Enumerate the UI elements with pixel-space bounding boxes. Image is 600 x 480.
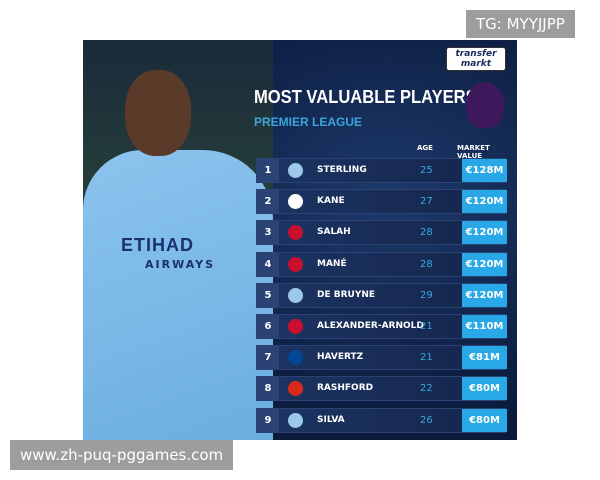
poster-title: MOST VALUABLE PLAYERS xyxy=(254,87,477,107)
player-photo: ETIHAD AIRWAYS xyxy=(83,40,273,440)
player-row: 9 SILVA 26 €80M xyxy=(256,407,507,433)
watermark-bottom: www.zh-puq-pggames.com xyxy=(10,440,234,470)
player-name: RASHFORD xyxy=(317,383,374,394)
premier-league-lion-icon xyxy=(466,82,504,128)
player-name: MANÉ xyxy=(317,258,347,269)
poster: ETIHAD AIRWAYS transfer markt MOST VALUAB… xyxy=(83,40,517,440)
player-age: 29 xyxy=(420,289,433,301)
shirt-sponsor-2: AIRWAYS xyxy=(145,258,216,271)
player-name: ALEXANDER-ARNOLD xyxy=(317,321,424,331)
player-row: 2 KANE 27 €120M xyxy=(256,189,507,215)
rank: 2 xyxy=(257,190,279,214)
player-age: 22 xyxy=(420,383,433,395)
liverpool-badge-icon xyxy=(288,225,303,241)
player-row: 3 SALAH 28 €120M xyxy=(256,220,507,246)
man-city-badge-icon xyxy=(288,287,303,303)
rank: 8 xyxy=(257,377,279,401)
poster-subtitle: PREMIER LEAGUE xyxy=(254,115,363,129)
tottenham-badge-icon xyxy=(288,194,303,210)
man-city-badge-icon xyxy=(288,163,303,178)
player-name: STERLING xyxy=(317,165,367,175)
player-age: 25 xyxy=(420,165,433,176)
player-row: 8 RASHFORD 22 €80M xyxy=(256,376,507,402)
rank: 3 xyxy=(257,221,279,245)
market-value: €80M xyxy=(462,377,507,401)
man-united-badge-icon xyxy=(288,381,303,397)
player-head xyxy=(125,70,191,156)
player-age: 28 xyxy=(420,258,433,270)
rank: 5 xyxy=(257,283,279,307)
player-row: 7 HAVERTZ 21 €81M xyxy=(256,345,507,371)
player-age: 26 xyxy=(420,414,433,426)
player-age: 21 xyxy=(420,321,433,332)
player-age: 28 xyxy=(420,227,433,239)
player-name: DE BRUYNE xyxy=(317,289,376,300)
player-age: 27 xyxy=(420,196,433,208)
player-name: KANE xyxy=(317,196,345,207)
market-value: €120M xyxy=(462,190,507,214)
shirt xyxy=(83,150,273,440)
rank: 6 xyxy=(257,315,279,338)
rank: 7 xyxy=(257,346,279,370)
liverpool-badge-icon xyxy=(288,319,303,334)
market-value: €120M xyxy=(462,221,507,245)
player-age: 21 xyxy=(420,352,433,364)
player-row: 6 ALEXANDER-ARNOLD 21 €110M xyxy=(256,314,507,339)
market-value: €81M xyxy=(462,346,507,370)
man-city-badge-icon xyxy=(288,412,303,428)
rank: 1 xyxy=(257,159,279,182)
rank: 4 xyxy=(257,252,279,276)
value-header: MARKET VALUE xyxy=(457,144,490,160)
market-value: €80M xyxy=(462,408,507,432)
age-header: AGE xyxy=(417,144,433,152)
rank: 9 xyxy=(257,408,279,432)
player-row: 1 STERLING 25 €128M xyxy=(256,158,507,183)
player-name: HAVERTZ xyxy=(317,352,364,363)
watermark-top: TG: MYYJJPP xyxy=(466,10,575,38)
chelsea-badge-icon xyxy=(288,350,303,366)
market-value: €128M xyxy=(462,159,507,182)
market-value: €120M xyxy=(462,283,507,307)
liverpool-badge-icon xyxy=(288,256,303,272)
shirt-sponsor: ETIHAD xyxy=(121,235,194,255)
player-name: SALAH xyxy=(317,227,351,238)
player-row: 4 MANÉ 28 €120M xyxy=(256,251,507,277)
player-row: 5 DE BRUYNE 29 €120M xyxy=(256,282,507,308)
market-value: €120M xyxy=(462,252,507,276)
player-name: SILVA xyxy=(317,414,345,425)
transfermarkt-logo: transfer markt xyxy=(446,47,506,71)
market-value: €110M xyxy=(462,315,507,338)
